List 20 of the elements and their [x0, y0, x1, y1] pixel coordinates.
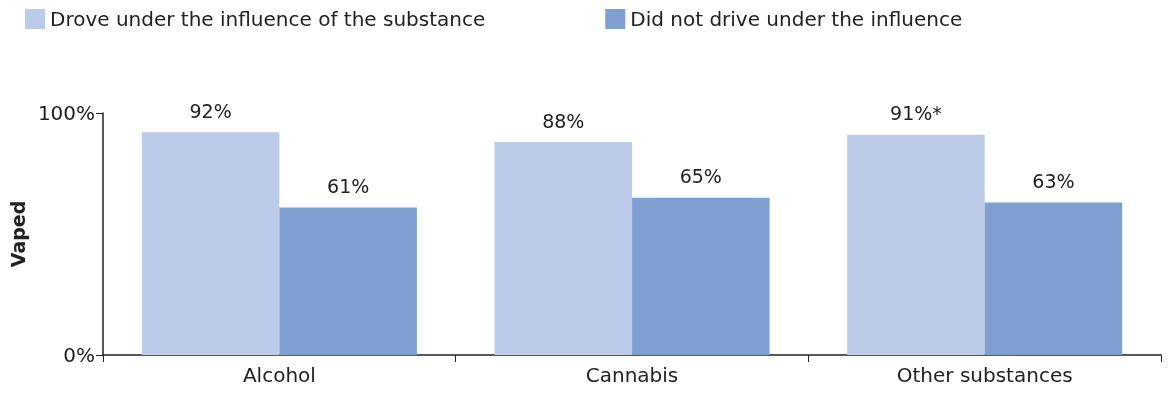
data-label: 65% [679, 165, 722, 188]
bar [141, 132, 280, 355]
data-label: 91%* [890, 102, 942, 125]
legend-label: Drove under the influence of the substance [50, 7, 486, 31]
data-label: 63% [1032, 170, 1075, 193]
y-tick-label: 0% [63, 343, 96, 367]
x-tick-label: Other substances [896, 363, 1073, 387]
bar [632, 197, 770, 355]
legend-label: Did not drive under the influence [630, 7, 963, 31]
y-tick-label: 100% [37, 101, 96, 125]
bar [279, 207, 417, 355]
data-label: 92% [189, 99, 232, 122]
data-label: 88% [542, 109, 585, 132]
x-tick-label: Alcohol [242, 363, 316, 387]
bar [494, 142, 633, 355]
bar [984, 202, 1123, 355]
y-axis-title: Vaped [6, 200, 29, 268]
data-label: 61% [327, 174, 370, 197]
x-tick-label: Cannabis [585, 363, 679, 387]
bar [847, 134, 985, 355]
